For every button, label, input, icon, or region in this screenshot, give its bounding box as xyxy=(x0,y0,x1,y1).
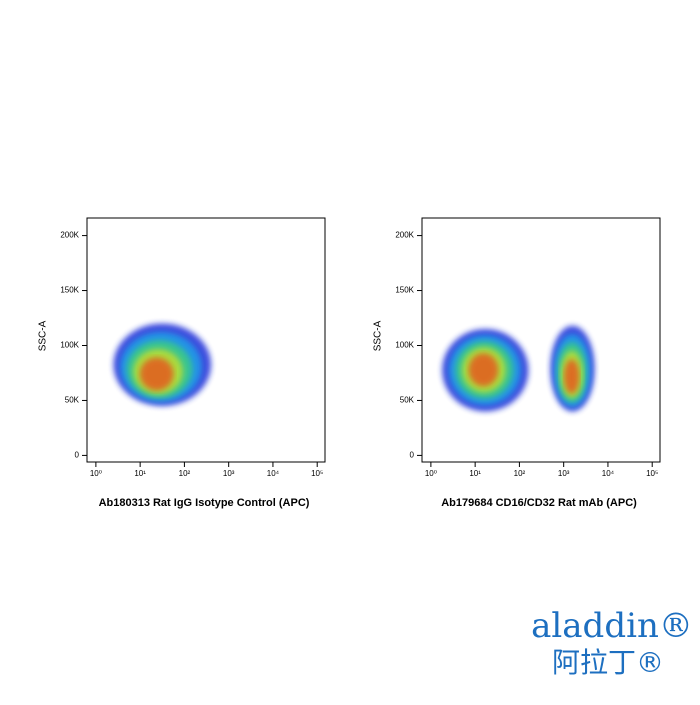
y-tick-label: 100K xyxy=(60,341,79,350)
y-tick-label: 200K xyxy=(60,231,79,240)
x-tick-label: 10³ xyxy=(223,469,235,478)
density-level xyxy=(139,357,174,391)
density xyxy=(113,323,212,406)
density-level xyxy=(468,353,499,387)
x-tick-label: 10⁵ xyxy=(646,469,658,478)
x-tick-label: 10⁵ xyxy=(311,469,323,478)
logo-name: aladdin® xyxy=(531,606,693,646)
density-level xyxy=(564,359,580,394)
x-tick-label: 10³ xyxy=(558,469,570,478)
y-axis-label: SSC-A xyxy=(38,320,49,351)
x-tick-label: 10¹ xyxy=(469,469,481,478)
y-tick-label: 200K xyxy=(395,231,414,240)
y-tick-label: 50K xyxy=(65,396,80,405)
x-tick-label: 10² xyxy=(514,469,526,478)
x-axis-label: Ab180313 Rat IgG Isotype Control (APC) xyxy=(99,497,310,509)
y-axis-label: SSC-A xyxy=(373,320,384,351)
y-tick-label: 150K xyxy=(60,286,79,295)
y-tick-label: 50K xyxy=(400,396,415,405)
y-tick-label: 100K xyxy=(395,341,414,350)
plot: 0 50K 100K 150K 200K 10⁰ 10¹ 10² 10³ 10⁴ 10⁵ SSC-A A… xyxy=(373,217,661,509)
x-tick-label: 10⁴ xyxy=(267,469,280,478)
plot: 0 50K 100K 150K 200K 10⁰ 10¹ 10² 10³ 10⁴ 10⁵ SSC-A A… xyxy=(38,217,326,509)
x-axis-label: Ab179684 CD16/CD32 Rat mAb (APC) xyxy=(441,497,637,509)
x-tick-label: 10⁰ xyxy=(90,469,102,478)
y-tick-label: 0 xyxy=(75,451,80,460)
plot-frame xyxy=(86,217,326,463)
x-tick-label: 10² xyxy=(179,469,191,478)
x-tick-label: 10⁰ xyxy=(425,469,437,478)
x-tick-label: 10¹ xyxy=(134,469,146,478)
y-tick-label: 150K xyxy=(395,286,414,295)
logo-name-cn: 阿拉丁® xyxy=(552,646,664,679)
density xyxy=(442,325,595,412)
x-tick-label: 10⁴ xyxy=(602,469,615,478)
y-tick-label: 0 xyxy=(410,451,415,460)
